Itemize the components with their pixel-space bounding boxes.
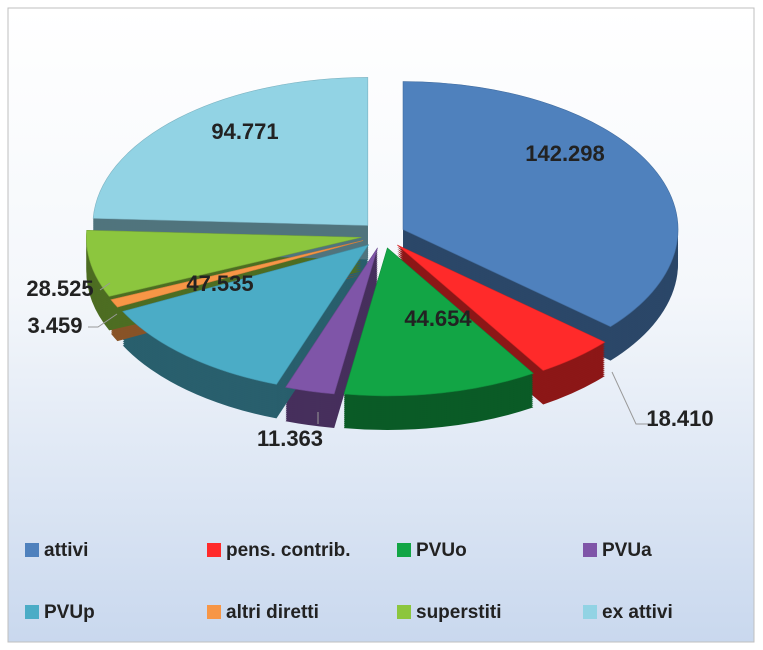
- legend-swatch: [583, 605, 597, 619]
- legend-label: pens. contrib.: [226, 540, 351, 561]
- slice: [397, 244, 606, 371]
- legend-label: PVUa: [602, 540, 652, 561]
- data-label: 142.298: [525, 141, 605, 166]
- data-label: 3.459: [27, 313, 82, 338]
- slice: [122, 244, 370, 385]
- data-label: 94.771: [211, 119, 278, 144]
- legend-swatch: [25, 605, 39, 619]
- legend-label: PVUp: [44, 602, 95, 623]
- legend-swatch: [397, 605, 411, 619]
- slice: [402, 81, 679, 327]
- legend-swatch: [397, 543, 411, 557]
- slice: [92, 77, 369, 226]
- data-label: 44.654: [404, 306, 472, 331]
- slice: [285, 247, 378, 395]
- slice: [110, 240, 364, 308]
- leader-line: [88, 313, 118, 328]
- leader-line: [99, 282, 111, 291]
- leader-line: [611, 371, 650, 425]
- legend-label: attivi: [44, 540, 88, 561]
- legend-swatch: [25, 543, 39, 557]
- legend-label: PVUo: [416, 540, 467, 561]
- data-label: 28.525: [26, 276, 93, 301]
- legend-swatch: [207, 543, 221, 557]
- labels: 142.298 18.410 44.654 11.363 47.535 3.459 28.5…: [25, 119, 714, 623]
- legend-label: ex attivi: [602, 602, 673, 623]
- data-label: 18.410: [646, 406, 713, 431]
- legend-swatch: [583, 543, 597, 557]
- data-label: 47.535: [186, 271, 253, 296]
- legend-swatch: [207, 605, 221, 619]
- legend-label: superstiti: [416, 602, 502, 623]
- legend-label: altri diretti: [226, 602, 319, 623]
- slice-tops: [86, 77, 679, 397]
- data-label: 11.363: [257, 426, 323, 451]
- slice: [86, 229, 362, 297]
- slice: [343, 247, 534, 397]
